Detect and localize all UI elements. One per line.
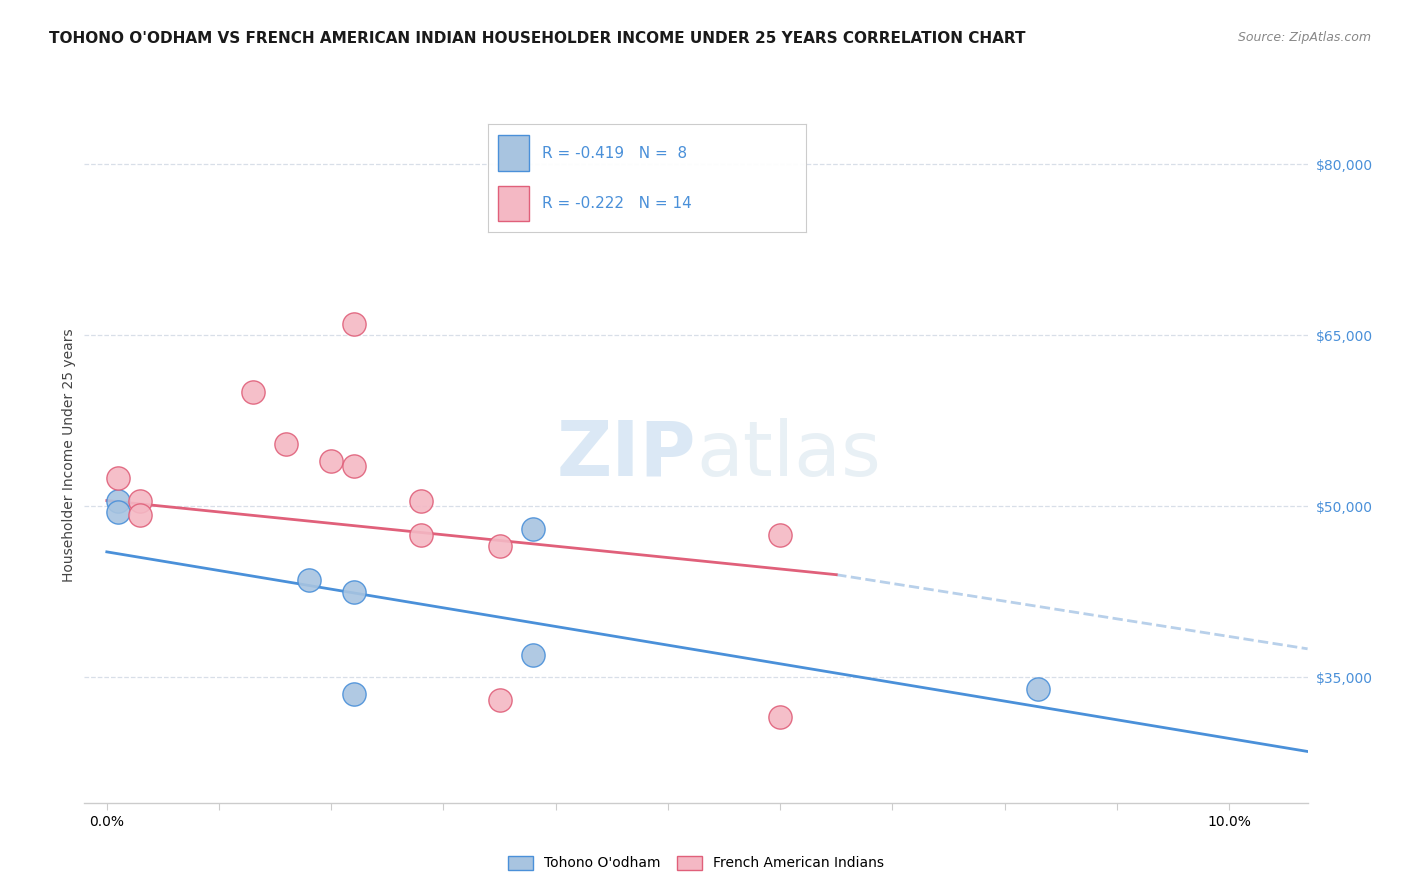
Point <box>769 528 792 542</box>
Text: atlas: atlas <box>696 418 880 491</box>
Text: ZIP: ZIP <box>557 418 696 491</box>
Point <box>522 522 544 536</box>
Point <box>107 505 129 519</box>
Point <box>129 508 152 523</box>
Point <box>129 493 152 508</box>
Point <box>409 493 432 508</box>
Point <box>343 459 366 474</box>
Point <box>343 317 366 331</box>
Point <box>1026 681 1049 696</box>
Point <box>298 574 321 588</box>
Point <box>409 528 432 542</box>
Point <box>522 648 544 662</box>
Point <box>488 539 510 553</box>
Point <box>343 688 366 702</box>
Text: TOHONO O'ODHAM VS FRENCH AMERICAN INDIAN HOUSEHOLDER INCOME UNDER 25 YEARS CORRE: TOHONO O'ODHAM VS FRENCH AMERICAN INDIAN… <box>49 31 1026 46</box>
Point <box>276 436 298 450</box>
Point <box>769 710 792 724</box>
Y-axis label: Householder Income Under 25 years: Householder Income Under 25 years <box>62 328 76 582</box>
Point <box>107 493 129 508</box>
Point <box>321 453 343 467</box>
Text: Source: ZipAtlas.com: Source: ZipAtlas.com <box>1237 31 1371 45</box>
Point <box>488 693 510 707</box>
Point <box>107 471 129 485</box>
Point <box>343 584 366 599</box>
Legend: Tohono O'odham, French American Indians: Tohono O'odham, French American Indians <box>502 850 890 876</box>
Point <box>242 385 264 400</box>
